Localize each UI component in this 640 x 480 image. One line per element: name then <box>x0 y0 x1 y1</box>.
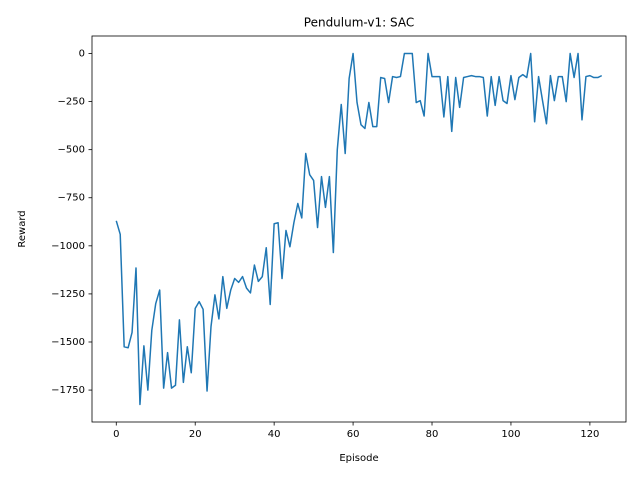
x-tick-label: 80 <box>426 429 439 440</box>
data-line <box>115 52 603 406</box>
y-tick-label: 0 <box>79 49 85 60</box>
x-tick-label: 20 <box>189 429 202 440</box>
y-tick-label: −1000 <box>51 241 85 252</box>
x-tick-label: 0 <box>113 429 119 440</box>
x-tick-label: 120 <box>580 429 599 440</box>
y-tick-label: −1750 <box>51 385 85 396</box>
y-tick-label: −1250 <box>51 289 85 300</box>
y-tick-label: −500 <box>58 145 85 156</box>
y-tick-label: −250 <box>58 97 85 108</box>
y-tick-label: −750 <box>58 193 85 204</box>
x-tick-label: 40 <box>268 429 281 440</box>
y-tick-label: −1500 <box>51 337 85 348</box>
y-axis-label: Reward <box>17 210 28 247</box>
axes-frame <box>91 35 627 423</box>
x-tick-label: 100 <box>501 429 520 440</box>
x-tick-label: 60 <box>347 429 360 440</box>
x-axis-label: Episode <box>339 453 378 464</box>
chart-title: Pendulum-v1: SAC <box>304 16 414 30</box>
